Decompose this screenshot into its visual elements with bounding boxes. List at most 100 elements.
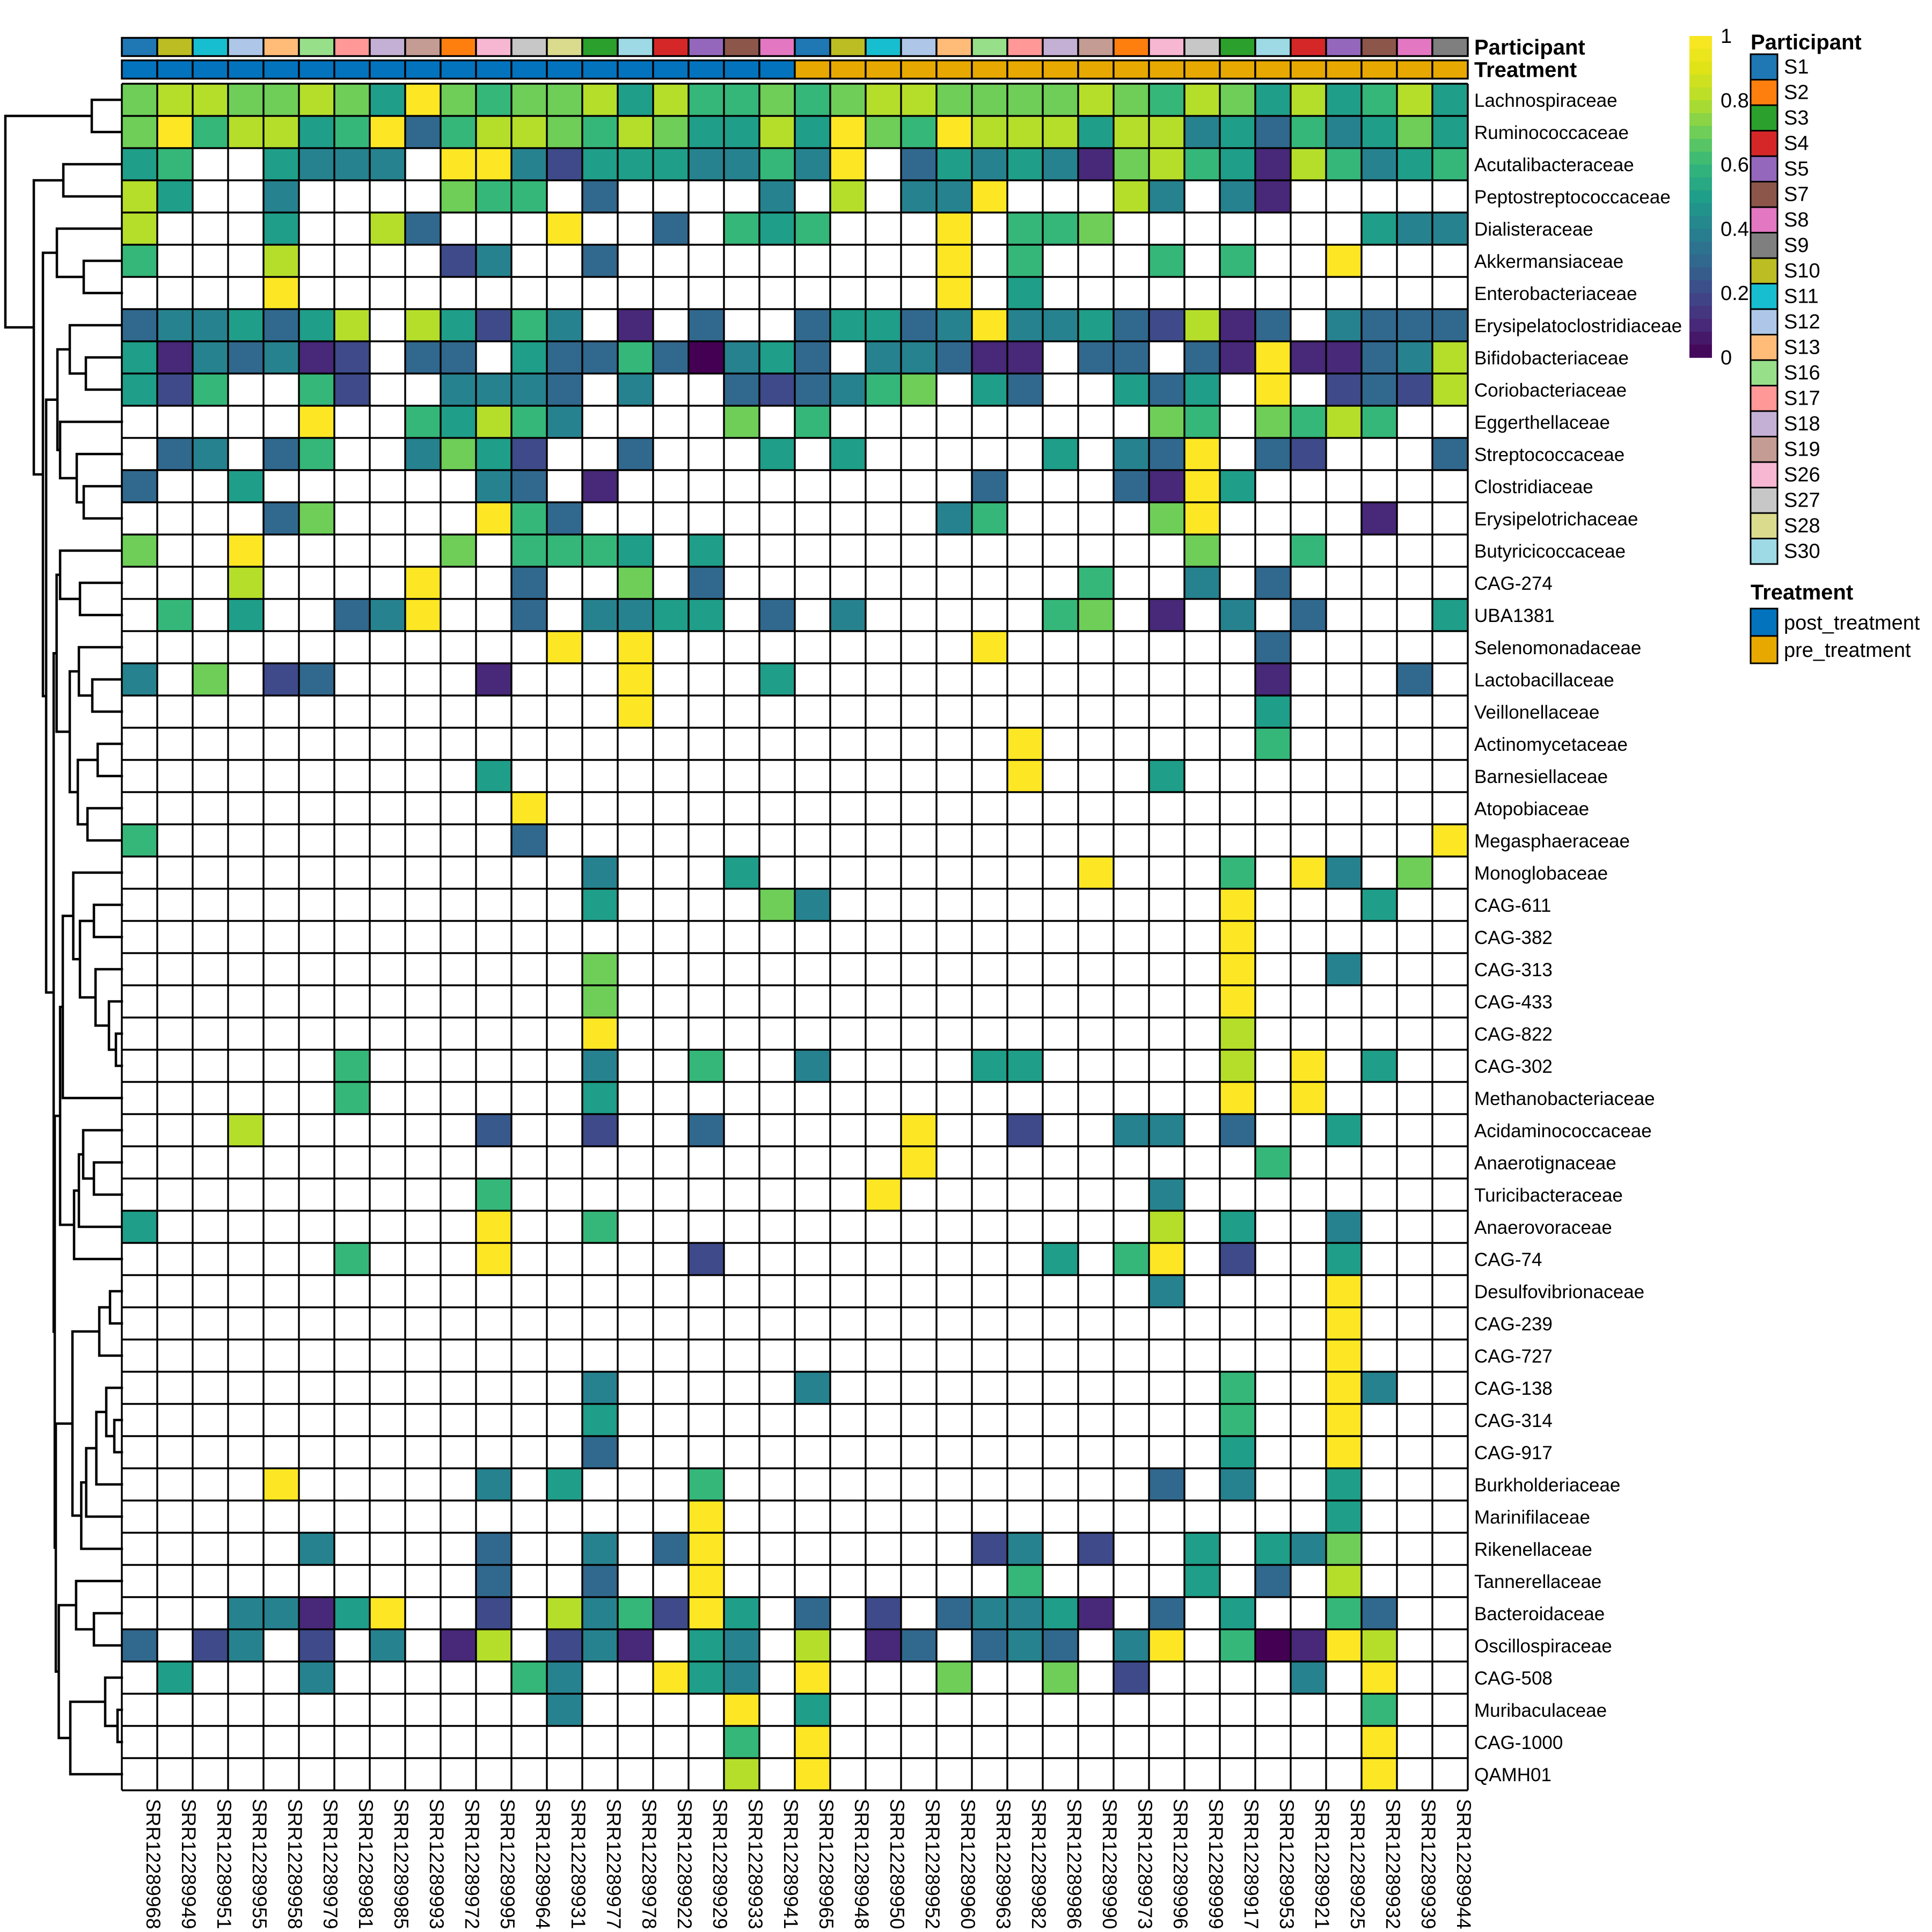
svg-text:Rikenellaceae: Rikenellaceae xyxy=(1474,1539,1592,1560)
svg-text:Megasphaeraceae: Megasphaeraceae xyxy=(1474,831,1630,852)
svg-text:SRR12289986: SRR12289986 xyxy=(1063,1799,1085,1929)
svg-text:CAG-917: CAG-917 xyxy=(1474,1443,1553,1463)
svg-text:CAG-302: CAG-302 xyxy=(1474,1056,1553,1077)
svg-text:SRR12289977: SRR12289977 xyxy=(603,1799,625,1929)
svg-text:S17: S17 xyxy=(1784,387,1820,410)
svg-text:Dialisteraceae: Dialisteraceae xyxy=(1474,219,1593,240)
svg-text:Streptococcaceae: Streptococcaceae xyxy=(1474,444,1624,465)
svg-text:S7: S7 xyxy=(1784,184,1809,206)
svg-text:Anaerotignaceae: Anaerotignaceae xyxy=(1474,1153,1616,1174)
svg-text:CAG-314: CAG-314 xyxy=(1474,1410,1553,1431)
svg-text:QAMH01: QAMH01 xyxy=(1474,1765,1552,1785)
svg-text:Participant: Participant xyxy=(1751,31,1862,54)
svg-text:0.8: 0.8 xyxy=(1721,90,1749,112)
svg-text:CAG-611: CAG-611 xyxy=(1474,895,1551,916)
svg-text:CAG-382: CAG-382 xyxy=(1474,927,1553,948)
svg-text:SRR12289953: SRR12289953 xyxy=(1276,1799,1298,1929)
svg-text:Actinomycetaceae: Actinomycetaceae xyxy=(1474,734,1628,755)
svg-text:Monoglobaceae: Monoglobaceae xyxy=(1474,863,1608,884)
svg-text:0: 0 xyxy=(1721,347,1732,369)
svg-text:SRR12289958: SRR12289958 xyxy=(284,1799,306,1929)
svg-text:SRR12289972: SRR12289972 xyxy=(461,1799,483,1929)
svg-text:Erysipelotrichaceae: Erysipelotrichaceae xyxy=(1474,509,1638,530)
svg-text:CAG-1000: CAG-1000 xyxy=(1474,1732,1563,1753)
svg-text:0.6: 0.6 xyxy=(1721,154,1749,177)
svg-text:Participant: Participant xyxy=(1474,36,1585,60)
svg-text:S10: S10 xyxy=(1784,260,1820,282)
svg-text:CAG-138: CAG-138 xyxy=(1474,1378,1553,1399)
svg-text:SRR12289931: SRR12289931 xyxy=(567,1799,589,1929)
svg-text:SRR12289982: SRR12289982 xyxy=(1028,1799,1050,1929)
svg-text:CAG-822: CAG-822 xyxy=(1474,1024,1553,1045)
svg-text:S28: S28 xyxy=(1784,515,1820,537)
svg-text:CAG-74: CAG-74 xyxy=(1474,1249,1542,1270)
svg-text:SRR12289996: SRR12289996 xyxy=(1169,1799,1191,1929)
svg-text:SRR12289941: SRR12289941 xyxy=(780,1799,802,1929)
svg-text:SRR12289921: SRR12289921 xyxy=(1311,1799,1333,1929)
svg-text:SRR12289932: SRR12289932 xyxy=(1382,1799,1404,1929)
svg-text:Lactobacillaceae: Lactobacillaceae xyxy=(1474,670,1614,691)
svg-text:SRR12289952: SRR12289952 xyxy=(921,1799,943,1929)
svg-text:Acutalibacteraceae: Acutalibacteraceae xyxy=(1474,155,1634,175)
svg-text:S13: S13 xyxy=(1784,336,1820,359)
svg-text:Bacteroidaceae: Bacteroidaceae xyxy=(1474,1604,1605,1624)
svg-text:CAG-274: CAG-274 xyxy=(1474,573,1553,594)
svg-text:S27: S27 xyxy=(1784,489,1820,512)
svg-text:S2: S2 xyxy=(1784,82,1809,104)
svg-text:1: 1 xyxy=(1721,25,1732,48)
svg-text:CAG-508: CAG-508 xyxy=(1474,1668,1553,1689)
svg-text:SRR12289990: SRR12289990 xyxy=(1099,1799,1121,1929)
svg-text:SRR12289939: SRR12289939 xyxy=(1417,1799,1439,1929)
svg-text:Treatment: Treatment xyxy=(1751,581,1853,604)
svg-text:Tannerellaceae: Tannerellaceae xyxy=(1474,1571,1601,1592)
svg-text:SRR12289951: SRR12289951 xyxy=(213,1799,235,1929)
svg-text:Clostridiaceae: Clostridiaceae xyxy=(1474,477,1593,497)
svg-text:S30: S30 xyxy=(1784,540,1820,563)
svg-text:UBA1381: UBA1381 xyxy=(1474,605,1555,626)
svg-text:Eggerthellaceae: Eggerthellaceae xyxy=(1474,412,1610,433)
svg-text:SRR12289944: SRR12289944 xyxy=(1453,1799,1475,1929)
svg-text:SRR12289985: SRR12289985 xyxy=(390,1799,412,1929)
svg-text:SRR12289933: SRR12289933 xyxy=(744,1799,766,1929)
svg-text:Treatment: Treatment xyxy=(1474,58,1577,82)
svg-text:Turicibacteraceae: Turicibacteraceae xyxy=(1474,1185,1623,1206)
svg-text:SRR12289925: SRR12289925 xyxy=(1346,1799,1368,1929)
svg-text:CAG-313: CAG-313 xyxy=(1474,960,1553,980)
svg-text:Marinifilaceae: Marinifilaceae xyxy=(1474,1507,1590,1528)
svg-text:Muribaculaceae: Muribaculaceae xyxy=(1474,1700,1607,1721)
svg-text:SRR12289955: SRR12289955 xyxy=(248,1799,270,1929)
svg-text:SRR12289963: SRR12289963 xyxy=(992,1799,1014,1929)
svg-text:SRR12289950: SRR12289950 xyxy=(886,1799,908,1929)
svg-text:Selenomonadaceae: Selenomonadaceae xyxy=(1474,638,1641,658)
svg-text:Burkholderiaceae: Burkholderiaceae xyxy=(1474,1475,1620,1496)
svg-text:S1: S1 xyxy=(1784,56,1809,78)
svg-text:SRR12289978: SRR12289978 xyxy=(638,1799,660,1929)
svg-text:Veillonellaceae: Veillonellaceae xyxy=(1474,702,1600,723)
svg-text:SRR12289999: SRR12289999 xyxy=(1205,1799,1227,1929)
svg-text:SRR12289948: SRR12289948 xyxy=(851,1799,873,1929)
svg-text:Anaerovoraceae: Anaerovoraceae xyxy=(1474,1217,1612,1238)
svg-text:Desulfovibrionaceae: Desulfovibrionaceae xyxy=(1474,1282,1644,1302)
svg-text:pre_treatment: pre_treatment xyxy=(1784,639,1911,662)
svg-text:0.4: 0.4 xyxy=(1721,218,1749,240)
svg-text:Akkermansiaceae: Akkermansiaceae xyxy=(1474,251,1623,272)
svg-text:0.2: 0.2 xyxy=(1721,282,1749,305)
svg-text:SRR12289993: SRR12289993 xyxy=(426,1799,448,1929)
svg-text:Ruminococcaceae: Ruminococcaceae xyxy=(1474,122,1629,143)
svg-text:SRR12289973: SRR12289973 xyxy=(1134,1799,1156,1929)
svg-text:Acidaminococcaceae: Acidaminococcaceae xyxy=(1474,1121,1652,1141)
svg-text:SRR12289922: SRR12289922 xyxy=(674,1799,696,1929)
svg-text:SRR12289949: SRR12289949 xyxy=(178,1799,200,1929)
svg-text:Enterobacteriaceae: Enterobacteriaceae xyxy=(1474,283,1637,304)
svg-text:S11: S11 xyxy=(1784,286,1819,308)
svg-text:S9: S9 xyxy=(1784,235,1809,257)
svg-text:SRR12289917: SRR12289917 xyxy=(1240,1799,1262,1929)
svg-text:SRR12289981: SRR12289981 xyxy=(355,1799,377,1929)
svg-text:CAG-433: CAG-433 xyxy=(1474,992,1553,1013)
svg-text:CAG-727: CAG-727 xyxy=(1474,1346,1553,1367)
svg-text:S3: S3 xyxy=(1784,107,1809,129)
svg-text:S8: S8 xyxy=(1784,209,1809,231)
svg-text:S18: S18 xyxy=(1784,413,1820,435)
svg-text:S5: S5 xyxy=(1784,158,1809,180)
svg-text:Bifidobacteriaceae: Bifidobacteriaceae xyxy=(1474,348,1629,369)
